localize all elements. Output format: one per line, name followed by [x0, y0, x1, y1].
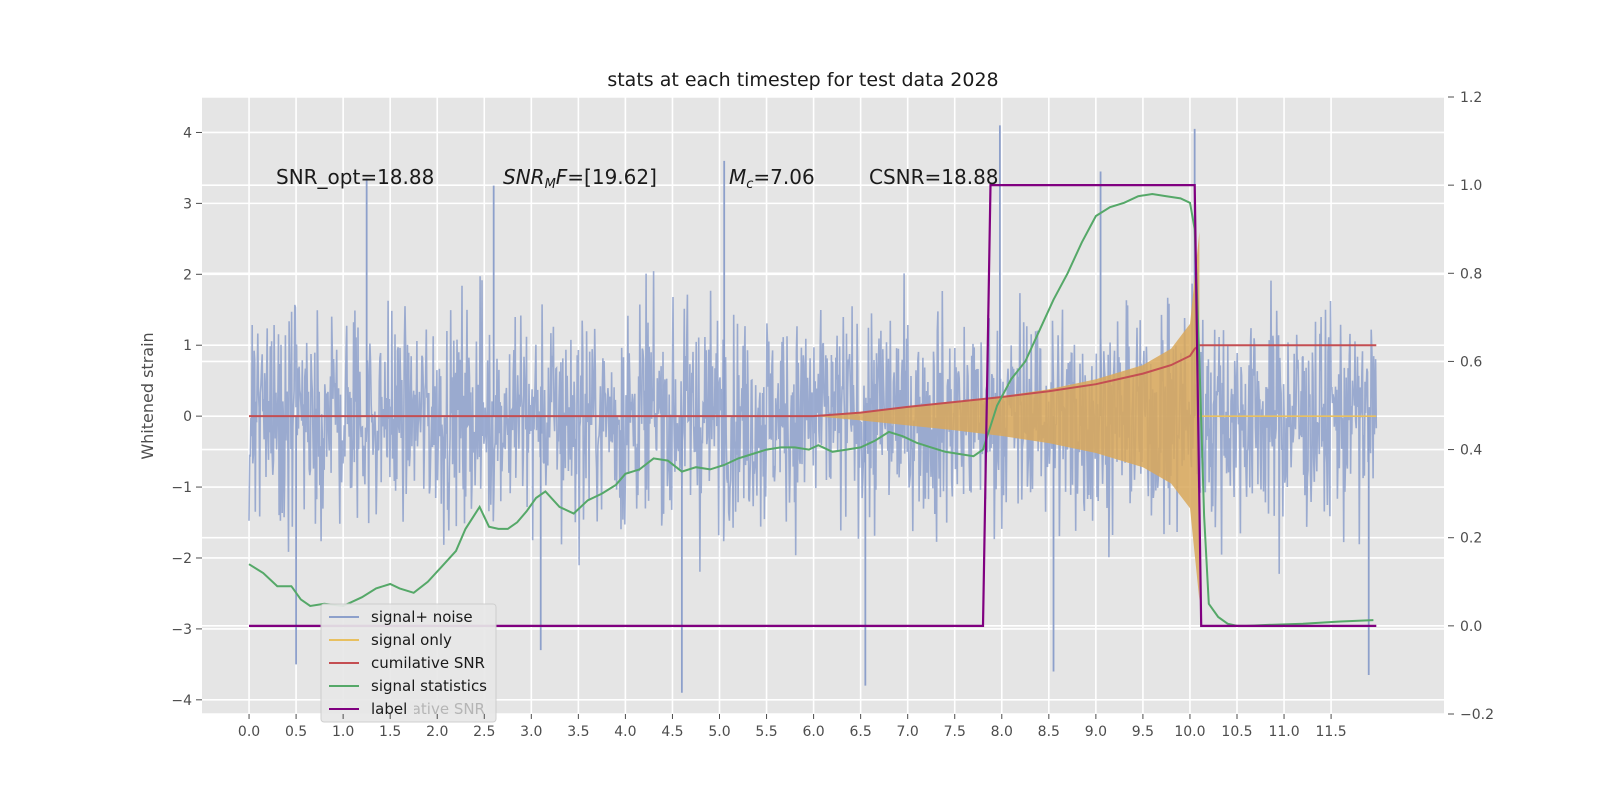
x-tick-label: 1.5: [379, 724, 401, 740]
annotation-chirp-mass: Mc=7.06: [729, 165, 815, 192]
y-tick-label: 3: [183, 196, 192, 212]
annotation-snr-mf: SNRMF=[19.62]: [503, 165, 657, 192]
x-tick-label: 2.5: [473, 724, 495, 740]
legend-label: signal statistics: [371, 677, 487, 695]
y-tick-label: −3: [171, 622, 192, 638]
legend: signal+ noise signal only cumilative SNR si…: [320, 603, 497, 723]
y2-tick-label: 0.2: [1460, 531, 1482, 547]
series-label: [249, 184, 1377, 627]
y-tick-label: −2: [171, 551, 192, 567]
x-tick-label: 2.0: [426, 724, 448, 740]
x-tick-label: 6.5: [850, 724, 872, 740]
x-tick-label: 9.5: [1132, 724, 1154, 740]
x-tick-label: 11.5: [1316, 724, 1347, 740]
y-tick-label: −1: [171, 480, 192, 496]
y-tick-label: −4: [171, 693, 192, 709]
x-tick-label: 1.0: [332, 724, 354, 740]
y-axis-label: Whitened strain: [138, 332, 157, 459]
x-tick-label: 6.0: [802, 724, 824, 740]
y2-tick-label: 1.2: [1460, 90, 1482, 106]
y2-tick-label: 0.8: [1460, 266, 1482, 282]
x-tick-label: 4.0: [614, 724, 636, 740]
series-cumulative-snr: [249, 344, 1377, 418]
y2-tick-label: −0.2: [1460, 707, 1494, 723]
series-signal-statistics: [248, 192, 1374, 627]
annotation-csnr: CSNR=18.88: [869, 165, 999, 189]
annotations: SNR_opt=18.88 SNRMF=[19.62] Mc=7.06 CSNR=18…: [276, 165, 999, 192]
y2-tick-label: 0.4: [1460, 443, 1482, 459]
y-tick-label: 1: [183, 338, 192, 354]
x-tick-label: 8.0: [991, 724, 1013, 740]
x-tick-label: 4.5: [661, 724, 683, 740]
y-tick-label: 4: [183, 125, 192, 141]
x-tick-label: 0.5: [285, 724, 307, 740]
legend-label: signal only: [371, 631, 452, 649]
x-tick-label: 7.0: [897, 724, 919, 740]
y2-tick-label: 0.6: [1460, 354, 1482, 370]
y2-tick-label: 1.0: [1460, 178, 1482, 194]
y-tick-label: 0: [183, 409, 192, 425]
chart-title: stats at each timestep for test data 202…: [607, 69, 998, 91]
x-tick-label: 0.0: [238, 724, 260, 740]
x-tick-label: 3.5: [567, 724, 589, 740]
x-tick-label: 9.0: [1085, 724, 1107, 740]
x-tick-label: 8.5: [1038, 724, 1060, 740]
x-tick-label: 3.0: [520, 724, 542, 740]
legend-label: signal+ noise: [371, 608, 473, 626]
x-tick-label: 10.5: [1221, 724, 1252, 740]
annotation-snr-opt: SNR_opt=18.88: [276, 165, 434, 189]
x-tick-label: 11.0: [1268, 724, 1299, 740]
legend-box: [320, 603, 497, 723]
legend-underlay-text: cumilative SNR: [371, 700, 485, 718]
legend-label: label: [371, 700, 407, 718]
legend-label: cumilative SNR: [371, 654, 485, 672]
y2-tick-label: 0.0: [1460, 619, 1482, 635]
x-tick-label: 10.0: [1174, 724, 1205, 740]
x-tick-label: 5.5: [755, 724, 777, 740]
y-tick-label: 2: [183, 267, 192, 283]
x-tick-label: 5.0: [708, 724, 730, 740]
series-signal-only: [813, 231, 1200, 601]
x-tick-label: 7.5: [944, 724, 966, 740]
